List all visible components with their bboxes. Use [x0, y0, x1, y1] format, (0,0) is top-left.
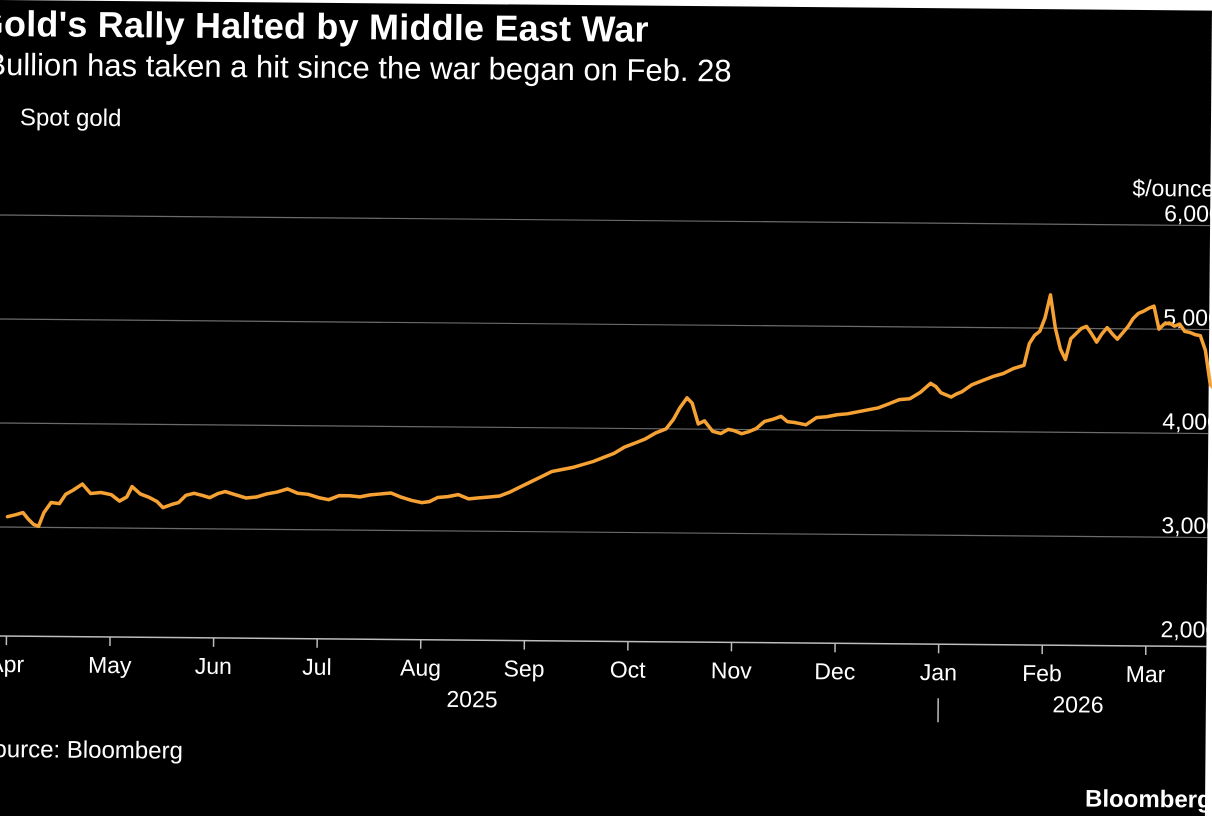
x-tick-label: Jun — [195, 653, 232, 679]
gridlines — [0, 214, 1211, 539]
x-tick-label: May — [88, 652, 132, 678]
x-tick-label: Jul — [302, 654, 332, 680]
bloomberg-wordmark: Bloomberg — [1084, 785, 1212, 814]
gridline — [0, 422, 1209, 435]
y-axis-ticks: 6,000 5,000 4,000 3,000 2,000 — [1160, 200, 1212, 642]
x-tick-label: Dec — [814, 658, 855, 684]
x-tick-label: Mar — [1126, 661, 1166, 687]
x-tick-label: Oct — [610, 656, 647, 682]
gridline — [0, 214, 1211, 227]
x-tick-label: Nov — [711, 657, 753, 683]
year-labels: 2025 2026 — [446, 686, 1104, 723]
x-tick-label: Jan — [920, 659, 957, 685]
y-tick-label: 2,000 — [1160, 616, 1212, 643]
x-tick-label: Sep — [504, 655, 545, 681]
year-label: 2026 — [1052, 691, 1103, 717]
spot-gold-series-line — [5, 293, 1212, 529]
x-tick-label: Apr — [0, 651, 25, 677]
y-tick-label: 3,000 — [1161, 512, 1212, 539]
y-tick-label: 6,000 — [1164, 200, 1212, 227]
y-axis-unit-label: $/ounce — [1132, 175, 1212, 202]
x-axis-ticks: Apr May Jun Jul Aug Sep Oct Nov Dec Jan Feb Mar — [0, 636, 1166, 687]
x-tick-label: Aug — [400, 655, 441, 681]
y-tick-label: 4,000 — [1162, 408, 1212, 435]
x-axis-line — [0, 635, 1207, 648]
y-tick-label: 5,000 — [1163, 304, 1212, 331]
gridline — [0, 526, 1208, 539]
year-label: 2025 — [446, 686, 497, 712]
gridline — [0, 318, 1210, 331]
x-tick-label: Feb — [1022, 660, 1062, 686]
source-note: Source: Bloomberg — [0, 735, 184, 765]
